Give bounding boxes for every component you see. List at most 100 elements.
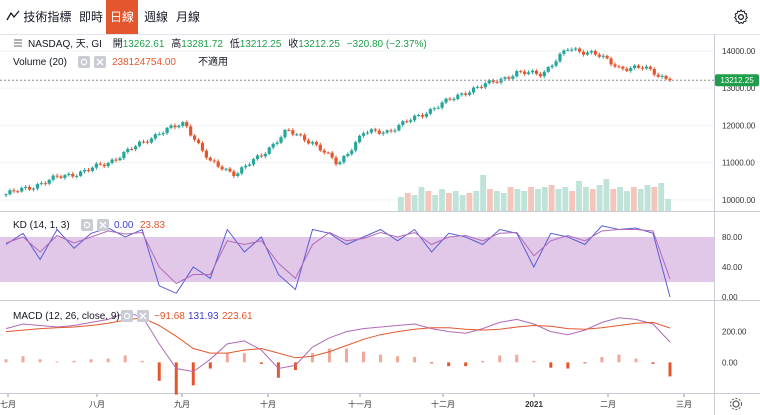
volume-bars [398, 175, 671, 211]
candle-body [185, 122, 189, 127]
indicator-button[interactable]: 技術指標 [6, 0, 72, 34]
candle-body [39, 183, 43, 185]
volume-bar [411, 195, 418, 211]
macd-settings-icon[interactable] [121, 310, 133, 322]
macd-hist-bar [21, 356, 25, 363]
candle-body [310, 142, 315, 144]
indicator-icon [6, 10, 20, 21]
open-label: 開 [113, 38, 123, 50]
interval-monthly[interactable]: 月線 [175, 10, 200, 24]
candle-body [597, 54, 601, 57]
low-label: 低 [230, 37, 240, 50]
candle-body [149, 138, 153, 143]
volume-value: 238124754.00 [112, 57, 176, 68]
macd-hist-value: −91.68 [154, 311, 185, 322]
price-axis: 10000.00 11000.00 12000.00 13000.00 14000.00… [722, 47, 756, 367]
candle-body [244, 165, 248, 168]
candle-body [303, 135, 307, 141]
kd-remove-icon[interactable] [97, 219, 109, 231]
close-label: 收 [288, 37, 298, 50]
candle-body [526, 72, 531, 74]
candle-body [204, 150, 208, 158]
time-tick-label: 八月 [89, 400, 105, 409]
macd-hist-bar [481, 360, 485, 363]
kd-k-value: 0.00 [114, 220, 134, 231]
macd-hist-bar [413, 356, 417, 363]
volume-bar [459, 195, 466, 211]
candle-body [554, 61, 558, 66]
main-grid [0, 50, 714, 201]
candle-body [652, 68, 656, 75]
macd-remove-icon[interactable] [137, 310, 149, 322]
candles [4, 47, 672, 198]
volume-bar [644, 185, 651, 211]
candle-body [314, 142, 318, 145]
candle-body [629, 68, 633, 71]
macd-hist-bar [396, 356, 400, 363]
volume-settings-icon[interactable] [78, 56, 90, 68]
candle-body [251, 159, 256, 165]
price-tick-label: 12000.00 [722, 121, 756, 130]
collapse-icon[interactable] [14, 39, 22, 47]
kd-d-value: 23.83 [140, 220, 165, 231]
interval-daily[interactable]: 日線 [106, 0, 138, 34]
candle-body [232, 171, 236, 177]
volume-label: Volume (20) [13, 57, 67, 68]
candle-body [605, 55, 609, 59]
candle-body [165, 127, 169, 134]
candle-body [558, 53, 562, 62]
candle-body [16, 191, 20, 193]
volume-bar [480, 175, 487, 211]
candle-body [585, 52, 590, 55]
interval-weekly[interactable]: 週線 [143, 10, 168, 24]
settings-gear-icon[interactable] [732, 8, 750, 26]
candle-body [283, 129, 287, 138]
volume-bar [555, 189, 562, 211]
interval-realtime[interactable]: 即時 [78, 10, 103, 24]
kd-settings-icon[interactable] [81, 219, 93, 231]
candle-body [31, 188, 36, 190]
macd-hist-bar [651, 362, 655, 364]
macd-hist-bar [310, 353, 314, 363]
candle-body [224, 168, 228, 170]
candle-body [255, 155, 260, 160]
macd-hist-bar [259, 362, 263, 364]
macd-hist-bar [515, 354, 519, 363]
candle-body [468, 92, 472, 95]
candle-body [436, 107, 440, 109]
macd-hist-bar [566, 362, 570, 369]
candle-body [546, 67, 550, 72]
candle-body [173, 125, 177, 128]
kd-tick-label: 80.00 [722, 233, 743, 242]
candle-body [515, 71, 519, 77]
high-value: 13281.72 [181, 39, 223, 50]
volume-remove-icon[interactable] [94, 56, 106, 68]
candle-body [189, 126, 193, 136]
candle-body [47, 179, 51, 184]
candle-body [413, 115, 417, 121]
macd-hist-bar [549, 362, 553, 368]
candle-body [43, 183, 47, 185]
candle-body [63, 175, 67, 178]
candle-body [342, 156, 346, 163]
macd-hist-bar [293, 362, 297, 371]
volume-bar [521, 191, 528, 211]
time-axis-settings-icon[interactable] [730, 398, 742, 410]
time-tick-label: 七月 [0, 400, 16, 409]
candle-body [621, 66, 625, 69]
volume-bar [418, 187, 425, 211]
candle-body [271, 143, 275, 148]
candle-body [145, 141, 150, 143]
candle-body [471, 87, 476, 93]
price-tick-label: 14000.00 [722, 47, 756, 56]
macd-hist-bar [447, 362, 451, 367]
macd-hist-bar [55, 361, 59, 363]
macd-hist-bar [634, 358, 638, 363]
candle-body [306, 140, 311, 144]
candle-body [444, 98, 448, 103]
macd-label: MACD (12, 26, close, 9) [13, 311, 120, 322]
macd-line-macd [5, 312, 671, 373]
macd-hist-bar [140, 360, 144, 363]
candle-body [240, 167, 244, 174]
candle-body [330, 152, 334, 158]
